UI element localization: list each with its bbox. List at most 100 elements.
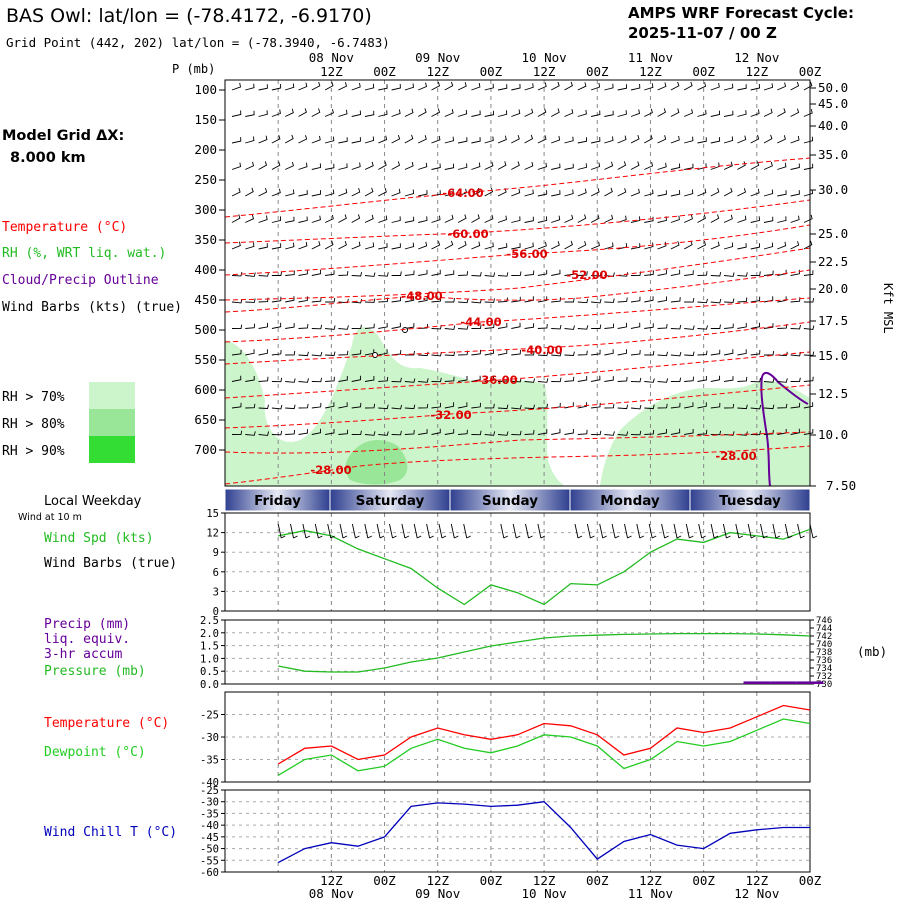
bottom-date-label: 08 Nov (309, 886, 354, 900)
pressure-tick-label: 734 (816, 664, 832, 674)
y-tick-label: 2.5 (200, 615, 219, 627)
kft-tick-label: 15.0 (818, 348, 848, 363)
precip-bar (770, 681, 797, 684)
y-tick-label: -35 (200, 808, 219, 820)
kft-tick-label: 30.0 (818, 182, 848, 197)
pressure-tick-label: 500 (194, 322, 217, 337)
legend-temperature: Temperature (°C) (2, 220, 127, 235)
pressure-tick-label: 400 (194, 262, 217, 277)
kft-tick-label: 25.0 (818, 226, 848, 241)
y-tick-label: -25 (200, 785, 219, 797)
isotherm-line (224, 321, 811, 365)
isotherm-line (224, 247, 811, 301)
rh-swatch-80 (89, 409, 135, 436)
pressure-unit-label: (mb) (857, 644, 887, 659)
model-grid-value: 8.000 km (10, 150, 86, 166)
panel-frame (224, 619, 811, 685)
y-tick-label: -45 (200, 832, 219, 844)
isotherm-label: -40.00 (521, 343, 562, 357)
pressure-tick-label: 350 (194, 232, 217, 247)
y-tick-label: -50 (200, 844, 219, 856)
y-tick-label: -25 (200, 710, 219, 722)
pressure-tick-label: 250 (194, 172, 217, 187)
y-tick-label: 15 (206, 508, 219, 520)
kft-tick-label: 20.0 (818, 281, 848, 296)
weekday-label: Tuesday (719, 493, 781, 509)
pressure-tick-label: 738 (816, 648, 832, 658)
bottom-date-label: 11 Nov (628, 886, 673, 900)
top-hour-label: 12Z (533, 64, 556, 79)
bottom-hour-label: 00Z (373, 873, 396, 888)
kft-tick-label: 40.0 (818, 118, 848, 133)
kft-tick-label: 12.5 (818, 386, 848, 401)
bottom-hour-label: 00Z (799, 873, 822, 888)
isotherm-line (224, 384, 811, 429)
isotherm-line (224, 445, 811, 485)
kft-tick-label: 50.0 (818, 80, 848, 95)
pressure-line (278, 632, 811, 673)
pressure-tick-label: 730 (816, 680, 832, 690)
y-tick-label: 9 (213, 547, 219, 559)
top-hour-label: 00Z (692, 64, 715, 79)
kft-tick-label: 7.50 (826, 478, 856, 493)
kft-tick-label: 22.5 (818, 254, 848, 269)
weekday-label: Sunday (482, 493, 538, 509)
bottom-hour-label: 12Z (533, 873, 556, 888)
pressure-tick-label: 746 (816, 616, 832, 626)
top-date-label: 11 Nov (628, 50, 673, 65)
wind-speed-panel: 0 3 6 9 12 15 (206, 508, 818, 618)
precip-pressure-panel: 0.00.51.01.52.02.57307327347367387407427… (200, 615, 832, 691)
precip-label-liq: liq. equiv. (44, 632, 130, 647)
isotherm-label: -64.00 (442, 186, 483, 200)
bottom-hour-label: 12Z (746, 873, 769, 888)
isotherm-line (224, 199, 811, 244)
isotherm-line (224, 269, 811, 313)
top-hour-label: 00Z (480, 64, 503, 79)
weekday-label: Saturday (356, 493, 425, 509)
wind-chill-panel: -60-55-50-45-40-35-30-25 (200, 785, 811, 879)
isotherm-label: -48.00 (401, 289, 442, 303)
kft-axis-label: Kft MSL (881, 283, 895, 334)
rh-swatch-90 (89, 436, 135, 463)
pressure-tick-label: 600 (194, 382, 217, 397)
temperature-line (277, 704, 811, 765)
pressure-tick-label: 450 (194, 292, 217, 307)
kft-tick-label: 35.0 (818, 147, 848, 162)
y-tick-label: 0.0 (200, 679, 219, 691)
top-hour-label: 12Z (746, 64, 769, 79)
pressure-axis-label: P (mb) (172, 62, 215, 76)
dewpoint-label: Dewpoint (°C) (44, 745, 146, 760)
kft-tick-label: 17.5 (818, 313, 848, 328)
top-date-label: 10 Nov (522, 50, 567, 65)
pressure-label: Pressure (mb) (44, 664, 146, 679)
bottom-hour-label: 12Z (320, 873, 343, 888)
grid-point-subtitle: Grid Point (442, 202) lat/lon = (-78.394… (6, 35, 390, 50)
top-date-label: 12 Nov (734, 50, 779, 65)
weekday-label: Monday (600, 493, 660, 509)
y-tick-label: 12 (206, 528, 219, 540)
temperature-panel: -40 -35 -30 -25 (200, 691, 811, 789)
bottom-hour-label: 12Z (426, 873, 449, 888)
pressure-tick-label: 736 (816, 656, 832, 666)
legend-rh: RH (%, WRT liq. wat.) (2, 246, 166, 261)
rh-swatch-70 (89, 382, 135, 409)
precip-bar (796, 681, 824, 684)
y-tick-label: -60 (200, 867, 219, 879)
top-hour-label: 00Z (799, 64, 822, 79)
isotherm-label: -28.00 (715, 449, 756, 463)
panel-frame (224, 512, 811, 612)
bottom-date-label: 10 Nov (522, 886, 567, 900)
wind-chill-line (277, 801, 810, 864)
weekday-cell (689, 488, 811, 512)
wind-barbs-field (231, 81, 815, 436)
pressure-tick-label: 300 (194, 202, 217, 217)
wind-speed-line (278, 528, 811, 606)
y-tick-label: -30 (200, 732, 219, 744)
page-title: BAS Owl: lat/lon = (-78.4172, -6.9170) (6, 5, 372, 27)
pressure-tick-label: 740 (816, 640, 832, 650)
top-hour-label: 12Z (320, 64, 343, 79)
y-tick-label: -40 (200, 777, 219, 789)
isotherm-line (224, 157, 811, 218)
weekday-label: Friday (254, 493, 301, 509)
